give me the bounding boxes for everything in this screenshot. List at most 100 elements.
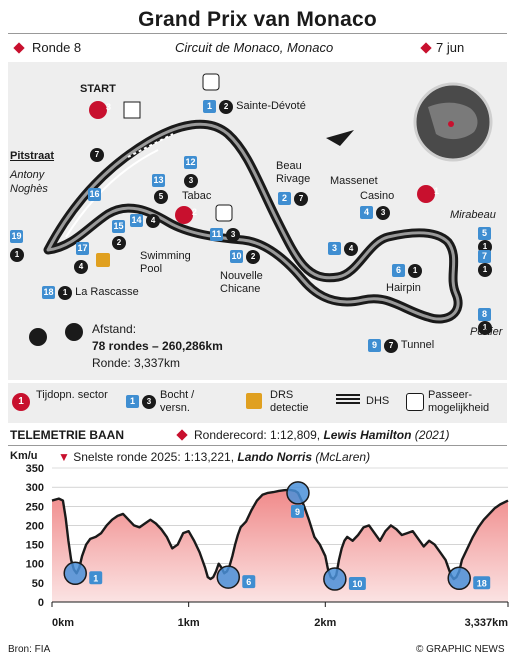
- corner-marker-badge: [89, 571, 103, 585]
- corner-6: 6 1: [392, 264, 423, 278]
- gear-badge: 3: [226, 228, 241, 242]
- speed-area: [52, 489, 508, 602]
- corner-6-name: Hairpin: [386, 282, 421, 294]
- x-tick-label: 0km: [52, 617, 74, 629]
- telemetry-divider: [8, 445, 507, 446]
- y-tick-label: 300: [26, 482, 44, 494]
- pitlane-label: Pitstraat: [10, 150, 55, 162]
- corner-badge: 3: [328, 242, 341, 255]
- corner-marker-badge: [473, 576, 491, 590]
- corner-marker: [323, 567, 347, 591]
- copyright-label: © GRAPHIC NEWS: [416, 644, 505, 655]
- corner-13-gear: 5: [154, 190, 168, 204]
- corner-badge: 2: [278, 192, 291, 205]
- corner-marker-label: 10: [352, 579, 362, 589]
- corner-12-name: Tabac: [182, 190, 212, 202]
- drs-detection-legend-label: DRS detectie: [270, 389, 309, 414]
- corner-19: 19: [10, 230, 23, 243]
- corner-5-name: Mirabeau: [450, 209, 496, 221]
- sector-1-number: 1: [434, 186, 440, 196]
- corner-marker: [286, 481, 310, 505]
- sector-3-number: 3: [106, 102, 112, 112]
- corner-19-name: Antony Noghès: [10, 169, 48, 195]
- corner-16: 16: [88, 188, 101, 201]
- corner-badge: 5: [478, 227, 491, 240]
- corner-badge: 4: [360, 206, 373, 219]
- monaco-location-icon: [448, 121, 454, 127]
- sector-2-icon: [175, 206, 193, 224]
- corner-badge: 10: [230, 250, 243, 263]
- location-pin-icon: [65, 323, 83, 341]
- corner-12: 12: [184, 156, 197, 169]
- fastest-team: (McLaren): [315, 450, 371, 464]
- record-year: (2021): [414, 428, 450, 442]
- circuit-map-panel: START 3 2 1 Pitstraat 1 2 Sainte-Dévoté …: [8, 62, 507, 380]
- corner-2: 2 7: [278, 192, 309, 206]
- corner-12-gear: 3: [184, 174, 198, 188]
- source-label: Bron: FIA: [8, 644, 51, 655]
- y-tick-label: 0: [38, 597, 44, 609]
- corner-marker-label: 1: [93, 573, 98, 583]
- corner-badge: 12: [184, 156, 197, 169]
- y-tick-label: 150: [26, 540, 44, 552]
- gear-legend-icon: 3: [142, 395, 156, 409]
- corner-3: 3 4: [328, 242, 359, 256]
- corner-marker-label: 18: [477, 578, 487, 588]
- chequered-flag-icon: [123, 101, 141, 119]
- gear-badge: 7: [90, 148, 104, 162]
- corner-marker-label: 9: [295, 507, 300, 517]
- corner-badge: 13: [152, 174, 165, 187]
- corner-badge: 14: [130, 214, 143, 227]
- corner-legend-label: Bocht / versn.: [160, 389, 195, 414]
- corner-8-name: Portier: [470, 326, 503, 338]
- gear-badge: 7: [384, 339, 399, 353]
- speed-telemetry-chart: 0 50 100 150 200 250 300 350 0km 1km 2km 3,337km 1 6 9…: [26, 463, 509, 629]
- gear-badge: 2: [219, 100, 234, 114]
- overtake-icon: [202, 73, 220, 91]
- corner-marker-label: 6: [246, 577, 251, 587]
- corner-17-gear: 4: [74, 260, 88, 274]
- corner-marker-badge: [242, 575, 256, 589]
- gear-badge: 4: [146, 214, 161, 228]
- massenet-label: Massenet: [330, 175, 378, 187]
- corner-10: 10 2: [230, 250, 261, 264]
- corner-16-gear: 7: [90, 148, 104, 162]
- corner-badge: 16: [88, 188, 101, 201]
- gear-badge: 1: [478, 321, 492, 335]
- sector-3-icon: [89, 101, 107, 119]
- gear-badge: 1: [408, 264, 423, 278]
- corner-13: 13: [152, 174, 165, 187]
- gear-badge: 4: [74, 260, 88, 274]
- y-tick-label: 350: [26, 463, 44, 475]
- fastest-lap-marker-icon: ▼: [58, 450, 70, 464]
- corner-name: La Rascasse: [75, 286, 139, 298]
- corner-badge: 11: [210, 228, 223, 241]
- drs-zone-legend-label: DHS: [366, 395, 390, 407]
- corner-4: 4 3: [360, 206, 391, 220]
- y-tick-label: 250: [26, 501, 44, 513]
- round-label: Ronde 8: [32, 40, 82, 55]
- fastest-label: Snelste ronde 2025: 1:13,221,: [73, 450, 235, 464]
- x-tick-label: 3,337km: [465, 617, 509, 629]
- lap-length: Ronde: 3,337km: [92, 356, 181, 370]
- corner-9: 9 7 Tunnel: [368, 339, 434, 353]
- corner-badge: 18: [42, 286, 55, 299]
- pit-lane: [65, 149, 159, 238]
- gear-badge: 5: [154, 190, 168, 204]
- corner-name: Sainte-Dévoté: [236, 100, 306, 112]
- speed-line: [51, 488, 509, 581]
- record-marker-icon: [176, 429, 188, 441]
- gear-badge: 3: [376, 206, 391, 220]
- north-arrow-icon: [326, 130, 354, 146]
- laps-distance: 78 rondes – 260,286km: [92, 339, 223, 353]
- gear-badge: 4: [344, 242, 359, 256]
- record-driver: Lewis Hamilton: [323, 428, 412, 442]
- corner-marker: [447, 566, 471, 591]
- lap-record: Ronderecord: 1:12,809, Lewis Hamilton (2…: [194, 428, 449, 442]
- y-tick-label: 50: [32, 578, 44, 590]
- corner-4-name: Casino: [360, 190, 395, 202]
- corner-15: 15: [112, 220, 125, 233]
- corner-legend-icon: 1: [126, 395, 139, 408]
- corner-badge: 9: [368, 339, 381, 352]
- fastest-lap: ▼ Snelste ronde 2025: 1:13,221, Lando No…: [58, 450, 370, 464]
